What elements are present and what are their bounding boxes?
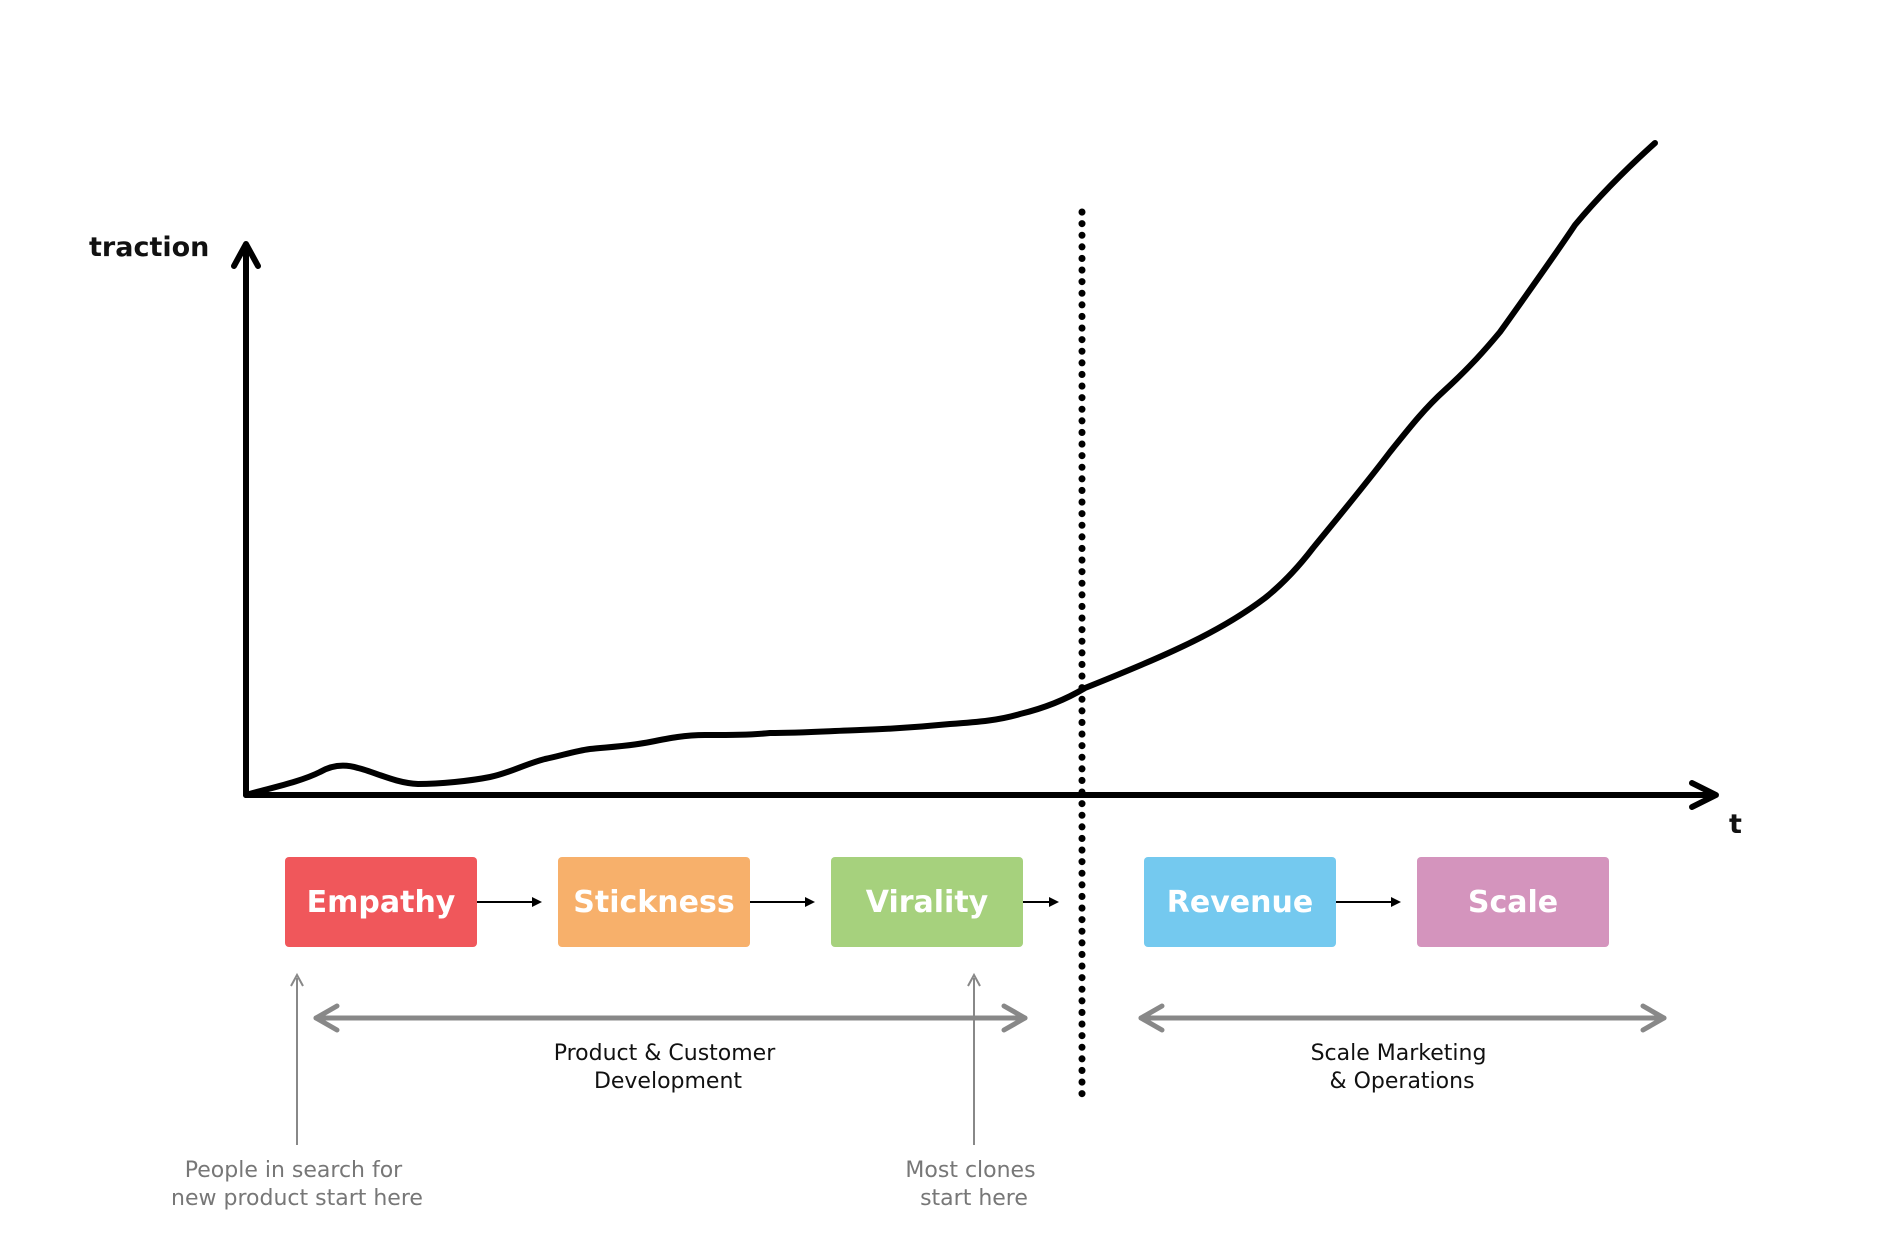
note-people-in-search: People in search for new product start h…	[171, 1158, 423, 1211]
y-axis-arrowhead	[231, 241, 261, 269]
stage-revenue: Revenue	[1144, 857, 1336, 947]
phase-label-product: Product & Customer Development	[554, 1041, 783, 1094]
stage-box	[285, 857, 477, 947]
note-pointer-arrow	[967, 972, 981, 1145]
phase-label-scale: Scale Marketing & Operations	[1311, 1041, 1494, 1094]
phase-span-arrow-scale	[1138, 1003, 1667, 1033]
stage-stickness: Stickness	[558, 857, 750, 947]
stage-label: Empathy	[307, 885, 456, 920]
stage-arrow	[1023, 897, 1059, 907]
stage-label: Scale	[1468, 885, 1558, 920]
stage-arrow	[1336, 897, 1401, 907]
traction-curve	[243, 140, 1658, 798]
stage-label: Stickness	[573, 885, 734, 920]
phase-span-arrow-product	[313, 1003, 1028, 1033]
x-axis-arrowhead	[1689, 780, 1719, 810]
stage-box	[1144, 857, 1336, 947]
stage-box	[1417, 857, 1609, 947]
stage-label: Virality	[866, 885, 989, 920]
stage-arrow	[477, 897, 542, 907]
stage-box	[558, 857, 750, 947]
stage-label: Revenue	[1167, 885, 1313, 920]
stage-box	[831, 857, 1023, 947]
x-axis-label: t	[1729, 809, 1742, 840]
note-most-clones: Most clones start here	[905, 1158, 1042, 1211]
y-axis-label: traction	[89, 232, 209, 263]
note-pointer-arrow	[290, 972, 304, 1145]
stage-scale: Scale	[1417, 857, 1609, 947]
stage-arrow	[750, 897, 815, 907]
stage-empathy: Empathy	[285, 857, 477, 947]
stage-virality: Virality	[831, 857, 1023, 947]
